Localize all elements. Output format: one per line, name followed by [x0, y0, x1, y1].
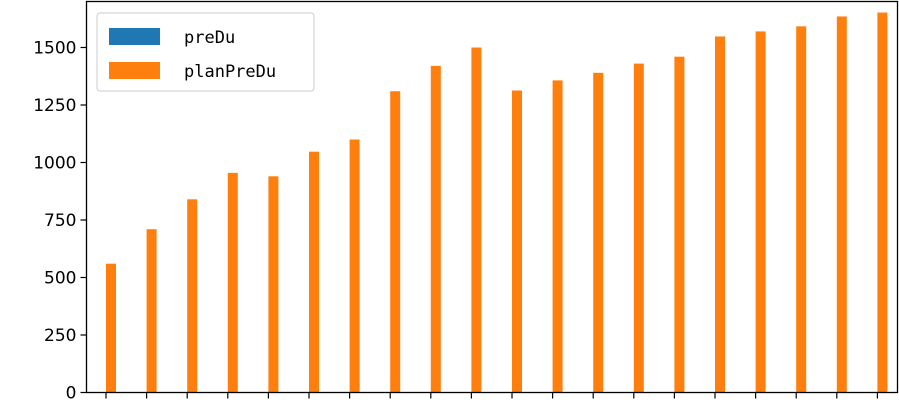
bar-planPreDu-10: [471, 47, 482, 393]
bar-planPreDu-4: [227, 172, 238, 393]
bar-planPreDu-11: [512, 90, 522, 393]
bar-planPreDu-12: [552, 80, 563, 393]
bar-planPreDu-1: [106, 263, 116, 393]
bar-planPreDu-20: [877, 12, 888, 393]
bars-layer: [106, 12, 888, 393]
legend: preDu planPreDu: [96, 12, 315, 92]
y-axis: 0 250 500 750 1000 1250 1500: [33, 39, 87, 404]
bar-planPreDu-17: [755, 31, 766, 393]
y-tick-label: 750: [44, 211, 76, 231]
bar-planPreDu-19: [836, 16, 847, 393]
legend-label-predu: preDu: [184, 28, 235, 48]
bar-planPreDu-13: [593, 72, 604, 393]
bar-planPreDu-5: [268, 176, 279, 393]
bar-planPreDu-8: [390, 91, 401, 393]
legend-swatch-planpredu: [109, 62, 160, 79]
bar-planPreDu-14: [633, 63, 644, 393]
bar-planPreDu-16: [715, 36, 725, 393]
x-axis: [105, 392, 879, 399]
legend-swatch-prędu: [109, 28, 160, 45]
bar-planPreDu-18: [796, 26, 807, 393]
plot-frame: [85, 0, 899, 394]
bar-planPreDu-2: [146, 229, 157, 393]
y-tick-label: 0: [66, 384, 77, 404]
bar-planPreDu-6: [309, 151, 319, 393]
bar-planPreDu-7: [349, 139, 360, 393]
bar-planPreDu-3: [187, 199, 198, 393]
bar-planPreDu-9: [430, 65, 441, 393]
y-tick-label: 1500: [33, 39, 76, 59]
y-tick-label: 500: [44, 269, 76, 289]
y-tick-label: 1250: [33, 96, 76, 116]
legend-label-planpredu: planPreDu: [184, 62, 276, 82]
y-tick-label: 250: [44, 326, 76, 346]
bar-planPreDu-15: [674, 56, 685, 393]
y-tick-label: 1000: [33, 154, 76, 174]
